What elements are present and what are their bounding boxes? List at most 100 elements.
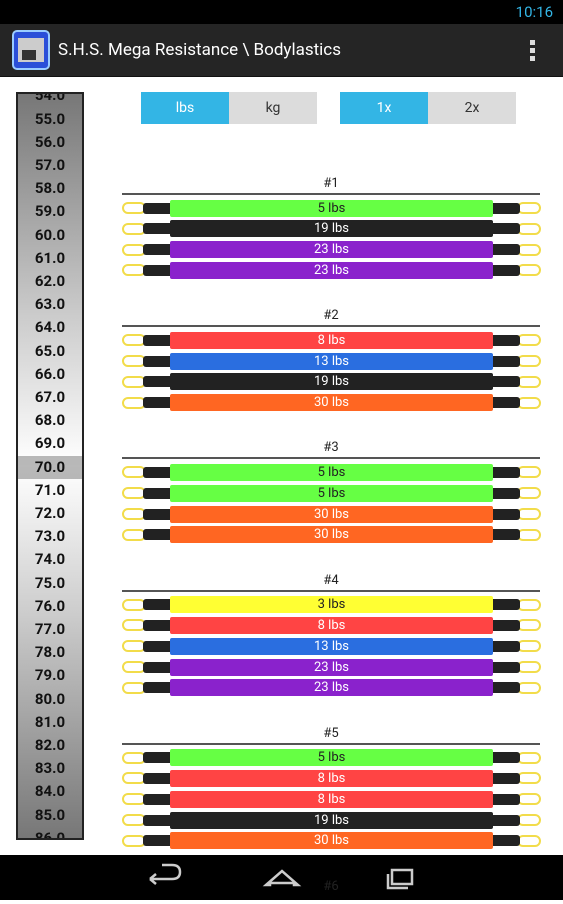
band[interactable]: 30 lbs <box>170 832 493 850</box>
band-handle <box>490 202 520 214</box>
band[interactable]: 8 lbs <box>170 790 493 808</box>
band[interactable]: 5 lbs <box>170 484 493 502</box>
home-button[interactable] <box>262 869 302 887</box>
band-handle <box>490 835 520 847</box>
band[interactable]: 19 lbs <box>170 220 493 238</box>
band-loop <box>517 834 541 847</box>
band[interactable]: 23 lbs <box>170 679 493 697</box>
picker-value: 54.0 <box>34 92 66 105</box>
toggle-option[interactable]: 1x <box>340 92 428 124</box>
band-handle <box>143 487 173 499</box>
band[interactable]: 5 lbs <box>170 749 493 767</box>
overflow-menu[interactable] <box>528 38 538 62</box>
band-handle <box>490 599 520 611</box>
band-loop <box>517 243 541 256</box>
band[interactable]: 23 lbs <box>170 261 493 279</box>
band[interactable]: 19 lbs <box>170 811 493 829</box>
band-handle <box>490 661 520 673</box>
group-divider <box>122 742 540 745</box>
recents-button[interactable] <box>386 868 414 890</box>
nav-buttons <box>149 863 414 890</box>
group-label: #4 <box>323 572 339 588</box>
weight-picker[interactable]: 54.0 55.0 56.0 57.0 58.0 59.0 60.0 61.0 62.0 63.0… <box>16 92 84 840</box>
band[interactable]: 8 lbs <box>170 331 493 349</box>
band[interactable]: 13 lbs <box>170 352 493 370</box>
app-title: S.H.S. Mega Resistance \ Bodylastics <box>58 40 341 60</box>
band-handle <box>143 202 173 214</box>
picker-value: 75.0 <box>34 573 66 592</box>
band-handle <box>143 599 173 611</box>
band[interactable]: 8 lbs <box>170 769 493 787</box>
group-label: #2 <box>323 308 339 324</box>
band-handle <box>143 355 173 367</box>
band-loop <box>517 772 541 785</box>
band-handle <box>490 223 520 235</box>
group-label: #5 <box>323 725 339 741</box>
picker-value: 84.0 <box>34 782 66 801</box>
toggle-option[interactable]: kg <box>229 92 317 124</box>
app-icon[interactable] <box>12 30 50 70</box>
picker-value: 59.0 <box>34 202 66 221</box>
band-handle <box>143 814 173 826</box>
picker-value: 72.0 <box>34 503 66 522</box>
picker-value: 62.0 <box>34 271 66 290</box>
picker-value: 55.0 <box>34 109 66 128</box>
group-label: #3 <box>323 440 339 456</box>
band-handle <box>143 334 173 346</box>
toggle-option[interactable]: lbs <box>141 92 229 124</box>
picker-value: 85.0 <box>34 805 66 824</box>
picker-value: 77.0 <box>34 619 66 638</box>
group-divider <box>122 193 540 195</box>
band-handle <box>490 682 520 694</box>
band-loop <box>517 264 541 277</box>
band-handle <box>143 264 173 276</box>
picker-value: 70.0 <box>18 455 82 479</box>
picker-value: 68.0 <box>34 411 66 430</box>
band[interactable]: 19 lbs <box>170 373 493 391</box>
band-handle <box>143 640 173 652</box>
band-loop <box>517 640 541 653</box>
band-handle <box>143 772 173 784</box>
band[interactable]: 5 lbs <box>170 199 493 217</box>
toggle-option[interactable]: 2x <box>428 92 516 124</box>
band-handle <box>143 682 173 694</box>
band[interactable]: 13 lbs <box>170 637 493 655</box>
band-handle <box>143 835 173 847</box>
band-handle <box>490 814 520 826</box>
band-handle <box>143 793 173 805</box>
band-loop <box>517 375 541 388</box>
picker-value: 80.0 <box>34 689 66 708</box>
band-handle <box>143 397 173 409</box>
band-handle <box>143 619 173 631</box>
band-handle <box>143 376 173 388</box>
band[interactable]: 5 lbs <box>170 463 493 481</box>
band-loop <box>517 619 541 632</box>
picker-value: 67.0 <box>34 387 66 406</box>
band-loop <box>517 681 541 694</box>
band-loop <box>517 396 541 409</box>
band-handle <box>490 466 520 478</box>
band[interactable]: 30 lbs <box>170 526 493 544</box>
picker-value: 76.0 <box>34 596 66 615</box>
picker-value: 58.0 <box>34 179 66 198</box>
band-handle <box>143 661 173 673</box>
band-handle <box>490 244 520 256</box>
band[interactable]: 8 lbs <box>170 616 493 634</box>
band-handle <box>490 772 520 784</box>
band-loop <box>517 487 541 500</box>
picker-value: 65.0 <box>34 341 66 360</box>
band[interactable]: 30 lbs <box>170 394 493 412</box>
band[interactable]: 30 lbs <box>170 505 493 523</box>
picker-value: 82.0 <box>34 735 66 754</box>
picker-value: 79.0 <box>34 666 66 685</box>
band[interactable]: 23 lbs <box>170 241 493 259</box>
clock: 10:16 <box>515 3 553 21</box>
band-handle <box>143 244 173 256</box>
band-handle <box>143 223 173 235</box>
back-button[interactable] <box>149 863 182 885</box>
band[interactable]: 23 lbs <box>170 658 493 676</box>
band-loop <box>517 202 541 214</box>
picker-value: 71.0 <box>34 480 66 499</box>
picker-value: 64.0 <box>34 318 66 337</box>
band[interactable]: 3 lbs <box>170 596 493 614</box>
